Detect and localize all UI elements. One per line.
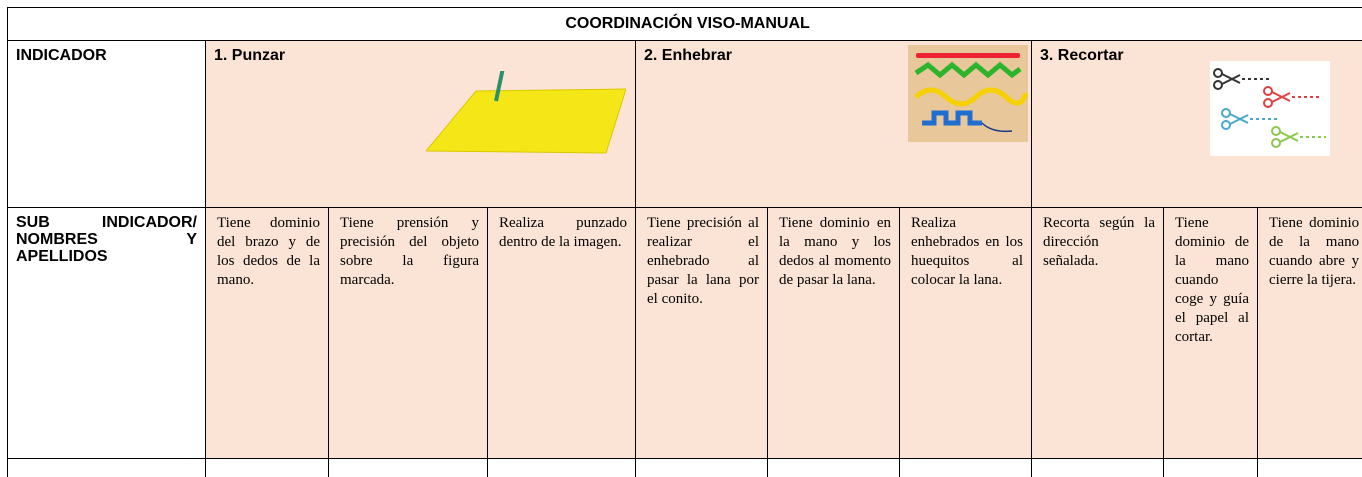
threading-image <box>908 45 1028 142</box>
sub-indicator: Realiza enhebrados en los huequitos al c… <box>899 207 1032 459</box>
empty-cell <box>899 458 1032 477</box>
empty-cell <box>1163 458 1258 477</box>
indicator-name: 2. Enhebrar <box>644 47 733 64</box>
empty-cell <box>205 458 329 477</box>
sub-indicator: Tiene prensión y precisión del objeto so… <box>328 207 488 459</box>
sub-indicator: Tiene precisión al realizar el enhebrado… <box>635 207 768 459</box>
indicator-cell: 2. Enhebrar <box>635 40 1032 208</box>
punch-image <box>426 71 626 154</box>
indicator-cell: 3. Recortar <box>1030 40 1362 208</box>
sub-indicator-label: SUB INDICADOR/ NOMBRES Y APELLIDOS <box>7 207 206 459</box>
sub-indicator: Tiene dominio de la mano cuando coge y g… <box>1163 207 1258 459</box>
sub-indicator: Realiza punzado dentro de la imagen. <box>487 207 636 459</box>
empty-cell <box>767 458 900 477</box>
empty-cell <box>1256 458 1362 477</box>
sub-indicator: Tiene dominio de la mano cuando abre y c… <box>1256 207 1362 459</box>
empty-cell <box>7 458 206 477</box>
table-title: COORDINACIÓN VISO-MANUAL <box>6 7 1362 41</box>
indicator-name: 3. Recortar <box>1040 47 1124 64</box>
indicator-name: 1. Punzar <box>214 47 286 64</box>
indicator-label: INDICADOR <box>7 40 206 208</box>
empty-cell <box>635 458 768 477</box>
scissors-image <box>1210 61 1330 156</box>
sub-indicator: Tiene dominio del brazo y de los dedos d… <box>205 207 329 459</box>
empty-cell <box>487 458 636 477</box>
coordination-table: COORDINACIÓN VISO-MANUAL INDICADOR 1. Pu… <box>6 7 1362 477</box>
empty-row <box>7 458 1362 477</box>
empty-cell <box>1031 458 1164 477</box>
indicator-cell: 1. Punzar <box>205 40 636 208</box>
sub-indicator: Recorta según la dirección señalada. <box>1031 207 1164 459</box>
empty-cell <box>328 458 488 477</box>
sub-indicator: Tiene dominio en la mano y los dedos al … <box>767 207 900 459</box>
